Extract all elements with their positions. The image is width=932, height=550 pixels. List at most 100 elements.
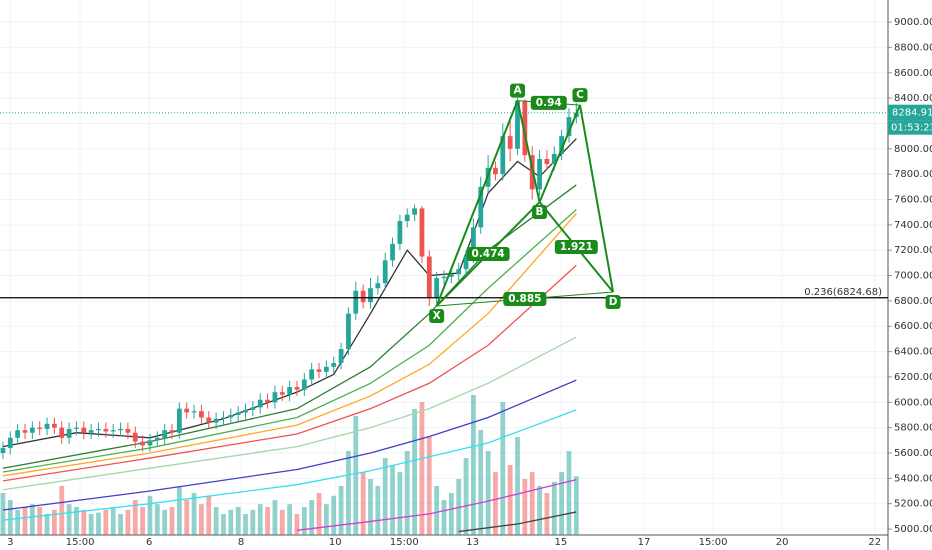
volume-bar xyxy=(478,430,484,535)
candle-body xyxy=(471,227,476,257)
volume-bar xyxy=(110,507,116,535)
pattern-tag xyxy=(554,240,598,255)
pattern-tag xyxy=(510,83,526,98)
x-tick-label: 15 xyxy=(555,537,568,548)
volume-bar xyxy=(29,504,35,535)
x-tick-label: 3 xyxy=(7,537,13,548)
y-tick-label: 6200.00 xyxy=(894,372,932,383)
volume-bar xyxy=(154,504,160,535)
candle-body xyxy=(118,428,123,431)
candle-body xyxy=(360,290,366,303)
candle-body xyxy=(287,387,293,395)
candle-body xyxy=(243,409,248,413)
y-tick-label: 9000.00 xyxy=(894,17,932,28)
pattern-text: 0.474 xyxy=(471,248,504,260)
volume-bar xyxy=(88,514,94,535)
candle-body xyxy=(537,158,542,190)
volume-bar xyxy=(294,514,300,535)
x-tick-label: 13 xyxy=(466,537,479,548)
pattern-tag xyxy=(466,247,510,262)
candle-body xyxy=(331,363,337,367)
candle-body xyxy=(22,430,28,433)
pattern-tag xyxy=(572,88,588,103)
volume-bar xyxy=(66,504,72,535)
volume-bar xyxy=(360,472,366,535)
volume-bar xyxy=(544,493,550,535)
volume-bar xyxy=(434,486,440,535)
volume-bar xyxy=(390,465,395,535)
candle-body xyxy=(551,153,557,165)
volume-bar xyxy=(323,504,329,535)
volume-bar xyxy=(500,402,506,535)
volume-bar xyxy=(287,504,293,535)
y-tick-label: 5800.00 xyxy=(894,423,932,434)
candle-body xyxy=(294,387,300,390)
moving-average xyxy=(2,336,577,491)
x-tick-label: 10 xyxy=(329,537,342,548)
candle-body xyxy=(441,276,447,279)
candle-body xyxy=(66,428,72,438)
volume-bar xyxy=(368,479,373,535)
pattern-text: X xyxy=(433,310,441,322)
candle-body xyxy=(353,290,359,314)
moving-average xyxy=(2,379,577,511)
candle-body xyxy=(375,283,381,289)
candle-body xyxy=(265,399,270,403)
y-tick-label: 5400.00 xyxy=(894,473,932,484)
candle-body xyxy=(382,260,388,284)
volume-bar xyxy=(125,509,131,535)
y-tick-label: 8400.00 xyxy=(894,93,932,104)
candle-body xyxy=(191,411,197,413)
candle-body xyxy=(412,208,417,215)
pattern-tag xyxy=(532,205,548,220)
volume-bar xyxy=(382,458,388,535)
candle-body xyxy=(96,428,101,431)
countdown-tag xyxy=(888,120,932,135)
candle-body xyxy=(478,186,484,228)
x-tick-label: 22 xyxy=(868,537,881,548)
candle-body xyxy=(0,447,6,453)
candle-body xyxy=(169,430,175,433)
candle-body xyxy=(500,136,506,175)
volume-bar xyxy=(37,507,43,535)
volume-bar xyxy=(176,486,182,535)
volume-bar xyxy=(537,486,542,535)
volume-bar xyxy=(81,509,87,535)
volume-bar xyxy=(221,514,226,535)
volume-bar xyxy=(375,486,381,535)
volume-bar xyxy=(7,500,13,535)
volume-bar xyxy=(448,493,454,535)
level-label: 0.236(6824.68) xyxy=(804,287,882,298)
candle-body xyxy=(52,423,57,428)
x-tick-label: 8 xyxy=(238,537,244,548)
volume-bar xyxy=(59,486,65,535)
candle-body xyxy=(125,428,131,433)
volume-bar xyxy=(118,514,123,535)
candle-body xyxy=(140,441,145,446)
candle-body xyxy=(199,411,204,418)
volume-bar xyxy=(199,504,204,535)
volume-bar xyxy=(147,495,153,535)
volume-bar xyxy=(140,507,145,535)
candle-body xyxy=(309,369,315,380)
candle-body xyxy=(419,208,425,257)
volume-bar xyxy=(573,476,579,535)
candle-body xyxy=(74,427,79,429)
volume-bar xyxy=(485,451,491,535)
moving-average xyxy=(458,511,577,533)
volume-bar xyxy=(103,509,109,535)
volume-bar xyxy=(471,395,476,535)
candle-body xyxy=(507,136,513,149)
volume-bar xyxy=(74,507,79,535)
candle-body xyxy=(346,313,351,350)
volume-bar xyxy=(404,451,410,535)
volume-bar xyxy=(243,514,248,535)
pattern-text: 1.921 xyxy=(560,241,593,253)
y-tick-label: 5200.00 xyxy=(894,499,932,510)
volume-bar xyxy=(162,509,168,535)
pattern-labels: X A B C D 0.474 0.94 1.921 0.885 xyxy=(429,83,621,323)
volume-bar xyxy=(184,500,190,535)
volume-bar xyxy=(132,500,138,535)
candle-body xyxy=(390,243,395,261)
candle-body xyxy=(463,256,469,270)
